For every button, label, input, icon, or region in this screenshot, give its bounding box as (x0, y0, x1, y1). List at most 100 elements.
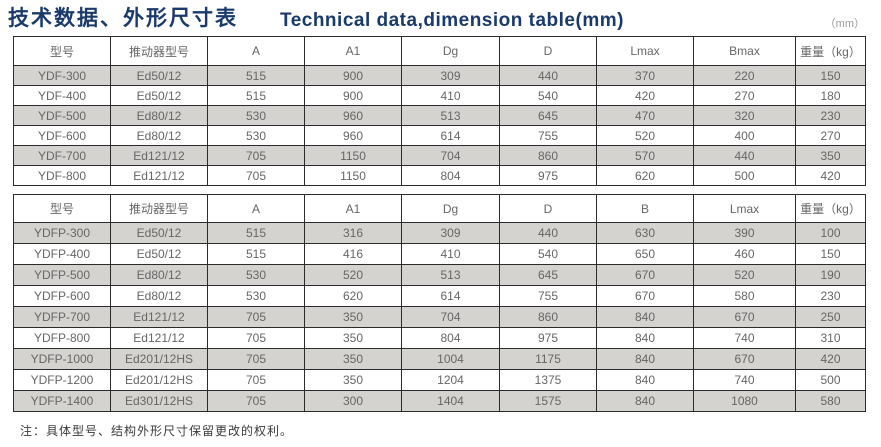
table-cell: 470 (596, 105, 694, 126)
table-cell: Ed121/12 (110, 145, 208, 166)
table-row: YDF-600 Ed80/12 530 960 614 755 520 400 270 (13, 125, 866, 146)
table-cell: 310 (795, 327, 866, 349)
table-cell: 460 (693, 243, 796, 265)
column-header: A (207, 194, 305, 223)
table-cell: YDF-700 (13, 145, 111, 166)
table-cell: 614 (401, 285, 500, 307)
table-cell: 416 (304, 243, 402, 265)
title-bar: 技术数据、外形尺寸表 Technical data,dimension tabl… (0, 0, 881, 36)
table-cell: 500 (693, 165, 796, 186)
column-header: Dg (401, 194, 500, 223)
table-cell: 645 (499, 105, 597, 126)
table-row: YDFP-300 Ed50/12 515 316 309 440 630 390 100 (13, 222, 866, 244)
table-cell: Ed50/12 (110, 243, 208, 265)
table-cell: 410 (401, 85, 500, 106)
column-header: 推动器型号 (110, 36, 208, 66)
table-cell: YDFP-800 (13, 327, 111, 349)
table-cell: 150 (795, 65, 866, 86)
table-cell: Ed201/12HS (110, 348, 208, 370)
table-row: YDF-700 Ed121/12 705 1150 704 860 570 440 350 (13, 145, 866, 166)
table-cell: 309 (401, 222, 500, 244)
table-cell: Ed121/12 (110, 165, 208, 186)
table-cell: YDFP-1000 (13, 348, 111, 370)
table-cell: 540 (499, 243, 597, 265)
table-cell: YDF-400 (13, 85, 111, 106)
table-cell: 860 (499, 145, 597, 166)
table-row: YDF-300 Ed50/12 515 900 309 440 370 220 150 (13, 65, 866, 86)
table-cell: 740 (693, 369, 796, 391)
table-cell: 150 (795, 243, 866, 265)
table-cell: 190 (795, 264, 866, 286)
table-cell: 350 (795, 145, 866, 166)
table-row: YDFP-600 Ed80/12 530 620 614 755 670 580 230 (13, 285, 866, 307)
table-cell: YDF-800 (13, 165, 111, 186)
table-cell: 250 (795, 306, 866, 328)
table-row: YDFP-1400 Ed301/12HS 705 300 1404 1575 840 1080… (13, 390, 866, 412)
table-cell: 350 (304, 306, 402, 328)
table-cell: 440 (499, 222, 597, 244)
table-cell: Ed50/12 (110, 65, 208, 86)
table-cell: 705 (207, 165, 305, 186)
page-title-english: Technical data,dimension table(mm) (280, 10, 624, 31)
table-cell: 513 (401, 264, 500, 286)
column-header: 重量（kg） (795, 194, 866, 223)
table-cell: 410 (401, 243, 500, 265)
table-cell: YDFP-300 (13, 222, 111, 244)
column-header: 型号 (13, 194, 111, 223)
table-cell: 270 (693, 85, 796, 106)
table-cell: 705 (207, 327, 305, 349)
table-cell: 900 (304, 85, 402, 106)
table-cell: 670 (596, 285, 694, 307)
table-cell: 580 (795, 390, 866, 412)
table-cell: 316 (304, 222, 402, 244)
table-cell: 804 (401, 327, 500, 349)
table-cell: 755 (499, 285, 597, 307)
table-cell: YDF-300 (13, 65, 111, 86)
column-header: Dg (401, 36, 500, 66)
table-cell: 804 (401, 165, 500, 186)
table-cell: 1004 (401, 348, 500, 370)
table-cell: 320 (693, 105, 796, 126)
table-row: YDFP-800 Ed121/12 705 350 804 975 840 740 310 (13, 327, 866, 349)
table-row: YDF-400 Ed50/12 515 900 410 540 420 270 180 (13, 85, 866, 106)
table-cell: 1150 (304, 145, 402, 166)
table-cell: YDFP-400 (13, 243, 111, 265)
column-header: 型号 (13, 36, 111, 66)
table-cell: 270 (795, 125, 866, 146)
table-cell: 580 (693, 285, 796, 307)
table-cell: Ed80/12 (110, 285, 208, 307)
table-cell: 420 (795, 348, 866, 370)
table-header-row: 型号 推动器型号 A A1 Dg D Lmax Bmax 重量（kg） (13, 36, 866, 66)
table-cell: Ed201/12HS (110, 369, 208, 391)
table-cell: 975 (499, 327, 597, 349)
table-cell: 520 (304, 264, 402, 286)
table-cell: Ed121/12 (110, 306, 208, 328)
column-header: D (499, 36, 597, 66)
table-cell: 350 (304, 369, 402, 391)
table-cell: 530 (207, 125, 305, 146)
table-cell: 180 (795, 85, 866, 106)
table-cell: YDF-600 (13, 125, 111, 146)
table-cell: 840 (596, 327, 694, 349)
ydfp-dimension-table: 型号 推动器型号 A A1 Dg D B Lmax 重量（kg） YDFP-300 Ed50/12… (13, 194, 866, 412)
table-cell: 630 (596, 222, 694, 244)
table-cell: YDFP-600 (13, 285, 111, 307)
table-cell: 614 (401, 125, 500, 146)
table-row: YDFP-1200 Ed201/12HS 705 350 1204 1375 840 740 5… (13, 369, 866, 391)
table-row: YDF-800 Ed121/12 705 1150 804 975 620 500 420 (13, 165, 866, 186)
page-title-chinese: 技术数据、外形尺寸表 (8, 7, 238, 30)
table-cell: 755 (499, 125, 597, 146)
table-cell: 220 (693, 65, 796, 86)
table-cell: 520 (596, 125, 694, 146)
table-row: YDFP-1000 Ed201/12HS 705 350 1004 1175 840 670 4… (13, 348, 866, 370)
table-cell: 500 (795, 369, 866, 391)
table-cell: 1404 (401, 390, 500, 412)
table-cell: 705 (207, 390, 305, 412)
table-cell: 840 (596, 369, 694, 391)
table-cell: 1080 (693, 390, 796, 412)
table-cell: Ed50/12 (110, 85, 208, 106)
table-cell: YDF-500 (13, 105, 111, 126)
table-row: YDF-500 Ed80/12 530 960 513 645 470 320 230 (13, 105, 866, 126)
table-cell: 440 (693, 145, 796, 166)
